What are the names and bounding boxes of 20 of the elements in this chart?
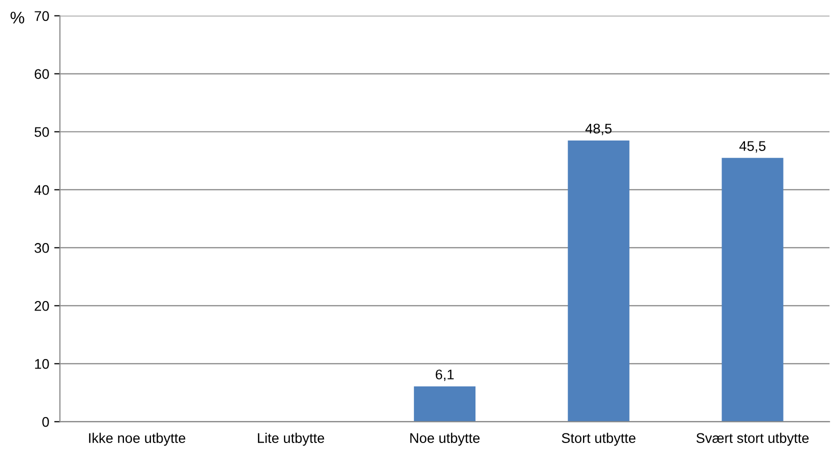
y-tick-label: 0 [42,417,49,427]
x-tick-label: Stort utbytte [562,432,636,446]
x-tick-label: Lite utbytte [258,432,324,446]
y-tick-label: 30 [34,243,49,253]
y-tick-label: 50 [34,127,49,137]
y-tick-label: 10 [35,359,49,369]
y-tick-label: 60 [34,69,49,79]
x-tick-label: Svært stort utbytte [696,432,809,446]
y-tick-label: 20 [34,301,49,311]
y-tick-label: 70 [34,11,49,21]
x-tick-label: Ikke noe utbytte [89,432,186,446]
data-label: 6,1 [436,370,454,382]
bar [568,140,630,422]
bar [722,158,784,422]
y-axis-title: % [10,12,24,24]
data-label: 48,5 [585,124,612,136]
bar [414,386,476,422]
y-tick-label: 40 [34,185,49,195]
data-label: 45,5 [739,141,766,153]
x-tick-label: Noe utbytte [410,432,480,446]
